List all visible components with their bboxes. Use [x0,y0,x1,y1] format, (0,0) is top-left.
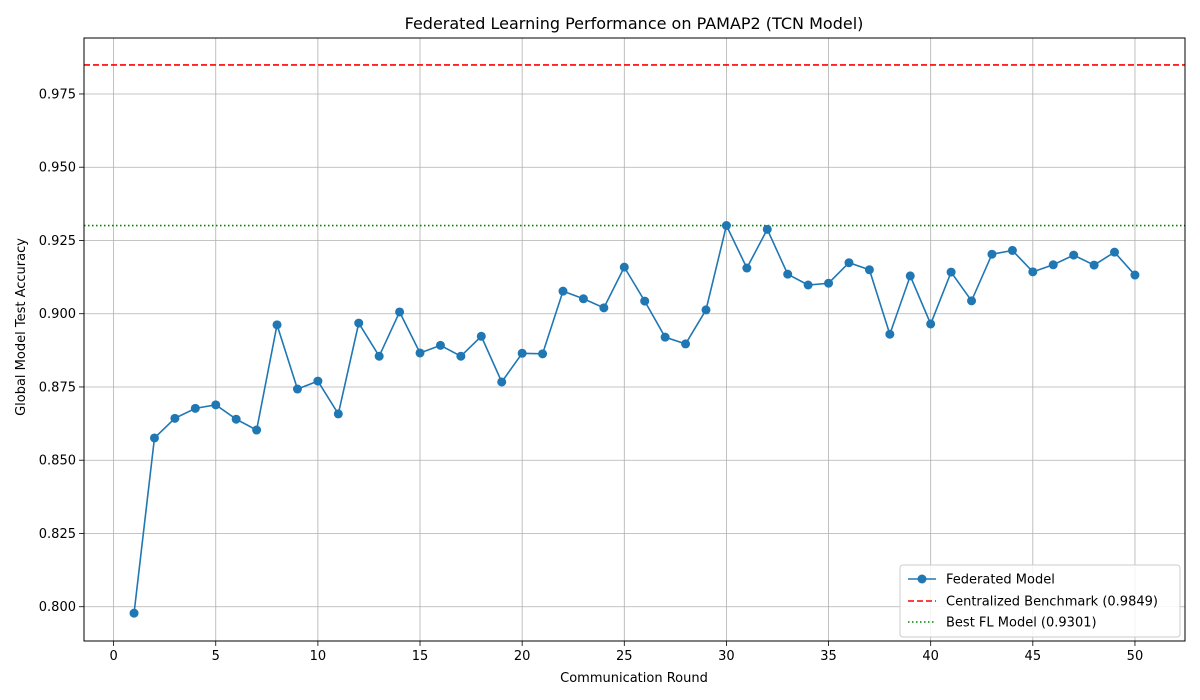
data-point [619,262,629,272]
chart-title: Federated Learning Performance on PAMAP2… [405,14,864,33]
data-point [987,249,997,259]
data-point [844,258,854,268]
data-point [476,331,486,341]
y-axis-label: Global Model Test Accuracy [14,238,29,416]
data-point [578,294,588,304]
data-point [599,303,609,313]
x-tick-label: 50 [1127,649,1144,664]
legend-marker-federated [917,574,927,584]
data-point [701,305,711,315]
data-point [926,319,936,329]
x-tick-label: 10 [310,649,327,664]
data-point [721,221,731,231]
data-point [1069,250,1079,260]
x-tick-label: 40 [922,649,939,664]
series-layer [129,221,1140,618]
data-point [395,307,405,317]
data-point [129,608,139,618]
data-point [1028,267,1038,277]
x-tick-label: 15 [412,649,429,664]
y-tick-label: 0.850 [39,454,76,469]
y-tick-label: 0.875 [39,380,76,395]
y-axis-ticks: 0.800 0.825 0.850 0.875 0.900 0.925 0.950 0.975 [39,87,84,615]
data-point [762,224,772,234]
data-point [864,265,874,275]
y-tick-label: 0.900 [39,307,76,322]
data-point [1089,260,1099,270]
data-point [946,267,956,277]
x-tick-label: 30 [718,649,735,664]
x-tick-label: 25 [616,649,633,664]
x-tick-label: 5 [212,649,220,664]
data-point [558,286,568,296]
x-axis-ticks: 0 5 10 15 20 25 30 35 40 45 50 [109,641,1143,664]
data-point [783,269,793,279]
x-tick-label: 20 [514,649,531,664]
data-point [313,376,323,386]
legend-label-centralized: Centralized Benchmark (0.9849) [946,595,1158,610]
data-point [149,433,159,443]
x-axis-label: Communication Round [560,671,708,686]
plot-frame [83,37,1186,642]
data-point [435,340,445,350]
grid [84,38,1185,641]
y-tick-label: 0.825 [39,527,76,542]
legend-label-federated: Federated Model [946,573,1055,588]
data-point [170,413,180,423]
legend-label-best-fl: Best FL Model (0.9301) [946,616,1097,631]
reference-lines [84,64,1185,227]
data-point [517,348,527,358]
data-point [742,263,752,273]
y-tick-label: 0.950 [39,161,76,176]
data-point [415,348,425,358]
data-point [272,320,282,330]
data-point [803,280,813,290]
data-point [456,351,466,361]
data-point [1110,247,1120,257]
data-point [1007,245,1017,255]
legend-box [899,564,1181,638]
data-point [231,414,241,424]
data-point [211,400,221,410]
x-tick-label: 0 [109,649,117,664]
data-point [967,296,977,306]
data-point [354,318,364,328]
data-point [538,349,548,359]
data-point [681,339,691,349]
legend: Federated Model Centralized Benchmark (0… [899,564,1181,638]
data-point [885,329,895,339]
x-tick-label: 35 [820,649,837,664]
data-point [190,403,200,413]
data-point [824,278,834,288]
x-tick-label: 45 [1025,649,1042,664]
y-tick-label: 0.925 [39,234,76,249]
data-point [374,351,384,361]
data-point [252,425,262,435]
data-point [497,377,507,387]
y-tick-label: 0.975 [39,87,76,102]
data-point [905,271,915,281]
data-point [640,296,650,306]
data-point [1130,270,1140,280]
data-point [292,384,302,394]
data-point [660,332,670,342]
data-point [1048,260,1058,270]
data-point [333,409,343,419]
y-tick-label: 0.800 [39,600,76,615]
